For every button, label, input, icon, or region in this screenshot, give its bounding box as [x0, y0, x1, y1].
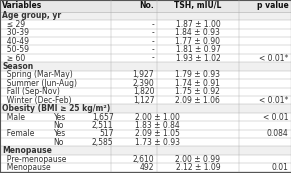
Text: 2,511: 2,511	[92, 121, 113, 130]
Text: Female: Female	[2, 129, 35, 138]
Text: Season: Season	[2, 62, 33, 71]
Text: 1.79 ± 0.93: 1.79 ± 0.93	[175, 70, 220, 79]
Text: Winter (Dec-Feb): Winter (Dec-Feb)	[2, 96, 72, 105]
Bar	[0, 163, 291, 172]
Text: Yes: Yes	[54, 112, 66, 121]
Text: Variables: Variables	[2, 1, 42, 10]
Text: 1.87 ± 1.00: 1.87 ± 1.00	[175, 20, 220, 29]
Text: -: -	[152, 28, 154, 37]
Text: 1,820: 1,820	[133, 87, 154, 96]
Bar	[0, 45, 291, 54]
Bar	[0, 147, 291, 155]
Bar	[0, 12, 291, 20]
Text: 1.77 ± 0.90: 1.77 ± 0.90	[175, 37, 220, 46]
Text: 2,585: 2,585	[92, 138, 113, 147]
Text: 2.09 ± 1.05: 2.09 ± 1.05	[135, 129, 180, 138]
Text: Fall (Sep-Nov): Fall (Sep-Nov)	[2, 87, 60, 96]
Text: Pre-menopause: Pre-menopause	[2, 155, 67, 164]
Text: 1,927: 1,927	[133, 70, 154, 79]
Bar	[0, 138, 291, 147]
Text: TSH, mIU/L: TSH, mIU/L	[174, 1, 221, 10]
Bar	[0, 121, 291, 130]
Text: 1.83 ± 0.84: 1.83 ± 0.84	[135, 121, 180, 130]
Bar	[0, 88, 291, 96]
Text: 1,657: 1,657	[92, 112, 113, 121]
Text: 0.01: 0.01	[272, 163, 289, 172]
Text: 2.00 ± 1.00: 2.00 ± 1.00	[135, 112, 180, 121]
Text: No: No	[54, 138, 64, 147]
Text: 2,610: 2,610	[133, 155, 154, 164]
Text: 1.74 ± 0.91: 1.74 ± 0.91	[175, 79, 220, 88]
Text: 1.75 ± 0.92: 1.75 ± 0.92	[175, 87, 220, 96]
Bar	[0, 96, 291, 104]
Text: Summer (Jun-Aug): Summer (Jun-Aug)	[2, 79, 77, 88]
Text: < 0.01*: < 0.01*	[259, 53, 289, 62]
Bar	[0, 104, 291, 113]
Text: 40-49: 40-49	[2, 37, 29, 46]
Bar	[0, 20, 291, 29]
Text: ≥ 60: ≥ 60	[2, 53, 26, 62]
Text: 1.84 ± 0.93: 1.84 ± 0.93	[175, 28, 220, 37]
Text: -: -	[152, 37, 154, 46]
Text: 2.09 ± 1.06: 2.09 ± 1.06	[175, 96, 220, 105]
Text: 1.73 ± 0.93: 1.73 ± 0.93	[135, 138, 180, 147]
Text: Age group, yr: Age group, yr	[2, 11, 61, 20]
Text: -: -	[152, 45, 154, 54]
Bar	[0, 0, 291, 12]
Bar	[0, 79, 291, 88]
Text: -: -	[152, 20, 154, 29]
Bar	[0, 62, 291, 71]
Bar	[0, 29, 291, 37]
Text: 30-39: 30-39	[2, 28, 29, 37]
Text: 1,127: 1,127	[133, 96, 154, 105]
Text: -: -	[152, 53, 154, 62]
Text: 50-59: 50-59	[2, 45, 29, 54]
Bar	[0, 113, 291, 121]
Text: 2.12 ± 1.09: 2.12 ± 1.09	[175, 163, 220, 172]
Text: Obesity (BMI ≥ 25 kg/m²): Obesity (BMI ≥ 25 kg/m²)	[2, 104, 111, 113]
Text: ≤ 29: ≤ 29	[2, 20, 25, 29]
Text: Male: Male	[2, 112, 25, 121]
Text: Menopause: Menopause	[2, 146, 52, 155]
Bar	[0, 155, 291, 163]
Text: 0.084: 0.084	[267, 129, 289, 138]
Text: 492: 492	[140, 163, 154, 172]
Bar	[0, 130, 291, 138]
Text: < 0.01*: < 0.01*	[259, 96, 289, 105]
Text: 517: 517	[99, 129, 113, 138]
Text: p value: p value	[257, 1, 289, 10]
Text: 1.93 ± 1.02: 1.93 ± 1.02	[175, 53, 220, 62]
Bar	[0, 37, 291, 45]
Text: No.: No.	[139, 1, 154, 10]
Text: Spring (Mar-May): Spring (Mar-May)	[2, 70, 73, 79]
Text: Menopause: Menopause	[2, 163, 51, 172]
Text: < 0.01: < 0.01	[263, 112, 289, 121]
Text: Yes: Yes	[54, 129, 66, 138]
Text: 1.81 ± 0.97: 1.81 ± 0.97	[175, 45, 220, 54]
Text: 2.00 ± 0.99: 2.00 ± 0.99	[175, 155, 220, 164]
Bar	[0, 71, 291, 79]
Text: 2,390: 2,390	[132, 79, 154, 88]
Bar	[0, 54, 291, 62]
Text: No: No	[54, 121, 64, 130]
